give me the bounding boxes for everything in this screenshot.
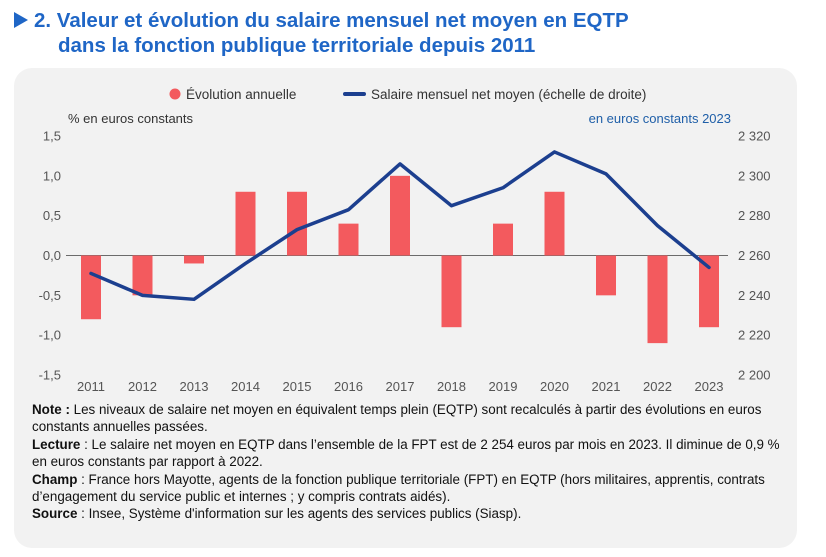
note-paragraph: Note : Les niveaux de salaire net moyen … [32,401,792,436]
bar-2014 [235,191,256,256]
lecture-paragraph: Lecture : Le salaire net moyen en EQTP d… [32,436,792,471]
title-line-1: 2. Valeur et évolution du salaire mensue… [34,9,629,32]
x-tick-label: 2023 [695,379,724,394]
bar-2022 [647,255,668,344]
x-tick-label: 2018 [437,379,466,394]
note-text: Les niveaux de salaire net moyen en équi… [32,402,762,435]
x-tick-label: 2022 [643,379,672,394]
left-tick-label: 0,5 [43,208,61,223]
right-axis-label: en euros constants 2023 [589,111,731,126]
champ-paragraph: Champ : France hors Mayotte, agents de l… [32,471,792,506]
bar-2015 [287,191,307,256]
source-label: Source [32,506,78,522]
left-tick-label: 1,0 [43,168,61,183]
right-tick-label: 2 260 [738,248,771,263]
salary-line [89,150,711,302]
right-tick-label: 2 280 [738,208,771,223]
x-tick-label: 2021 [592,379,621,394]
right-tick-label: 2 220 [738,328,771,343]
bar-2020 [544,191,565,256]
chart-title: 2. Valeur et évolution du salaire mensue… [14,8,629,58]
champ-text: : France hors Mayotte, agents de la fonc… [32,471,765,505]
x-tick-label: 2017 [386,379,415,394]
title-line-2: dans la fonction publique territoriale d… [58,34,536,57]
bar-2021 [596,255,616,296]
bar-2017 [390,175,410,256]
triangle-icon [14,12,28,28]
left-tick-label: -1,5 [39,368,61,383]
x-tick-label: 2012 [128,379,157,394]
x-tick-label: 2016 [334,379,363,394]
left-tick-label: -1,0 [39,328,61,343]
right-tick-label: 2 320 [738,129,771,144]
champ-label: Champ [32,471,78,487]
lecture-text: : Le salaire net moyen en EQTP dans l’en… [32,436,780,470]
source-paragraph: Source : Insee, Système d'information su… [32,505,792,522]
x-tick-label: 2014 [231,379,260,394]
x-tick-label: 2019 [489,379,518,394]
lecture-label: Lecture [32,436,81,452]
bar-2011 [81,255,101,320]
bar-2013 [184,255,204,264]
right-tick-label: 2 200 [738,368,771,383]
left-axis-label: % en euros constants [68,111,194,126]
notes-block: Note : Les niveaux de salaire net moyen … [32,401,792,523]
left-tick-label: 1,5 [43,129,61,144]
source-text: : Insee, Système d'information sur les a… [77,506,522,522]
x-tick-label: 2011 [77,379,105,394]
bar-2018 [441,255,462,328]
legend-bar-label: Évolution annuelle [186,87,296,102]
left-tick-label: -0,5 [39,288,61,303]
right-tick-label: 2 300 [738,168,771,183]
bar-2023 [699,255,719,328]
bar-2019 [493,223,513,256]
x-tick-label: 2015 [283,379,312,394]
note-label: Note : [32,402,70,417]
legend-line-label: Salaire mensuel net moyen (échelle de dr… [371,87,646,102]
right-tick-label: 2 240 [738,288,771,303]
legend-bar-marker [169,88,181,100]
x-tick-label: 2013 [180,379,209,394]
left-tick-label: 0,0 [43,248,61,263]
bar-2012 [132,255,153,296]
x-tick-label: 2020 [540,379,569,394]
bar-2016 [338,223,359,256]
